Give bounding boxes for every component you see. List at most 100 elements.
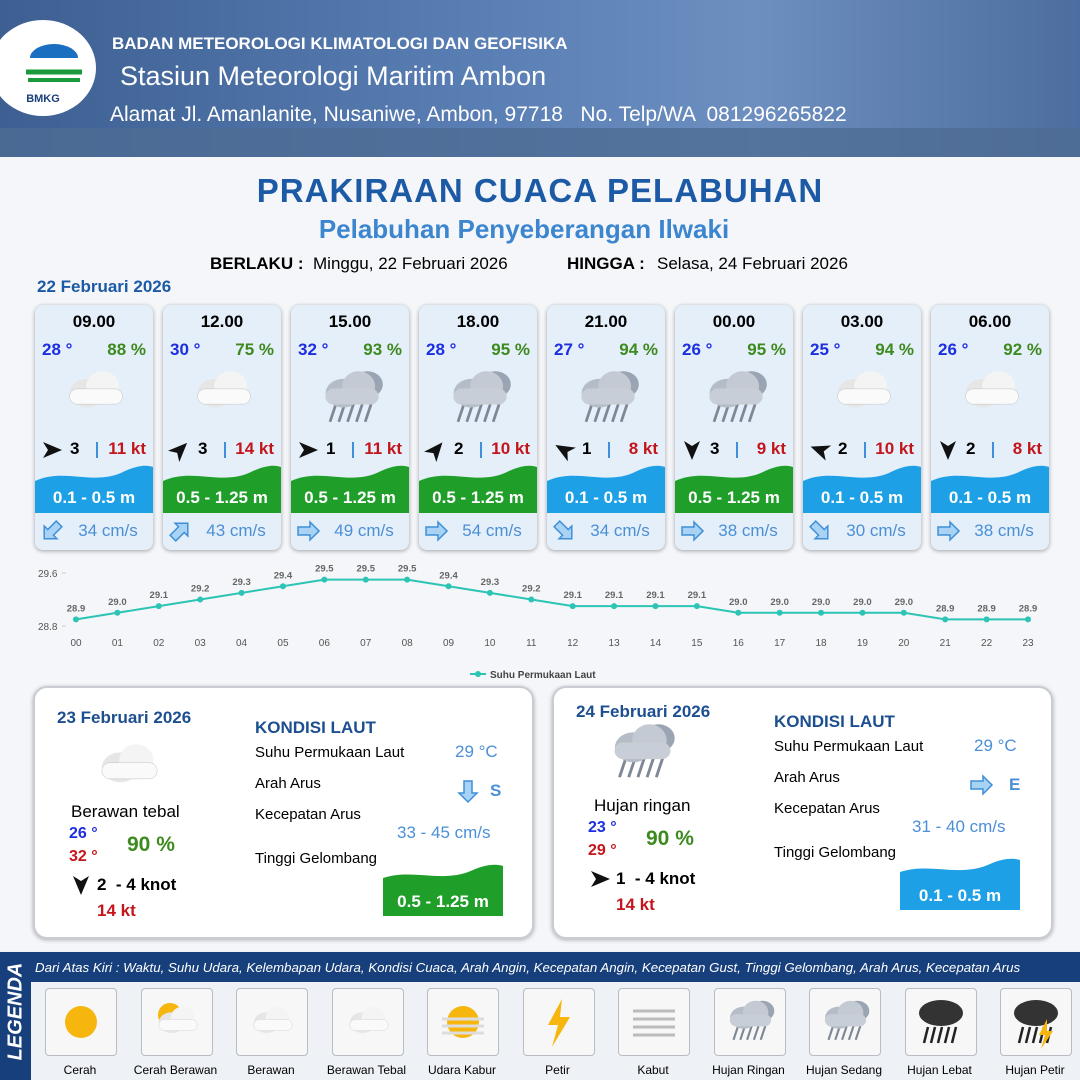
current-arrow: [43, 520, 63, 540]
legend-icon: [633, 1009, 675, 1037]
divider: [224, 442, 226, 458]
divider: [992, 442, 994, 458]
wind-arrow: [167, 442, 188, 462]
cloud-part: [837, 388, 891, 405]
wind-icon: [299, 442, 318, 458]
data-label: 29.0: [812, 597, 831, 608]
current-arrow: [970, 774, 994, 796]
legend-icon: [253, 1006, 293, 1033]
day-gust: 14 kt: [616, 895, 655, 914]
sea-label: Arah Arus: [774, 769, 840, 786]
legend-icon: [918, 1000, 963, 1044]
bolt: [547, 999, 570, 1047]
day-weather: Hujan ringan: [594, 796, 691, 815]
cloud-part: [349, 1019, 388, 1031]
data-label: 29.3: [481, 577, 500, 588]
humidity: 95 %: [747, 340, 786, 359]
x-tick-label: 03: [195, 638, 207, 649]
data-label: 29.0: [770, 597, 789, 608]
dark-cloud: [918, 1000, 963, 1026]
valid-to: Selasa, 24 Februari 2026: [657, 254, 848, 273]
cloud-icon: [101, 744, 158, 783]
humidity: 88 %: [107, 340, 146, 359]
rain-drop: [759, 1024, 767, 1041]
air-temp: 30 °: [170, 340, 201, 359]
current-speed: 38 cm/s: [974, 521, 1034, 540]
temp-max: 29 °: [588, 842, 617, 859]
current-speed: 38 cm/s: [718, 521, 778, 540]
wind-speed: 2: [454, 439, 464, 458]
rain-drop: [363, 401, 374, 423]
bolt: [1039, 1019, 1053, 1049]
cloud-icon: [197, 371, 251, 408]
air-temp: 32 °: [298, 340, 329, 359]
wave: [291, 465, 409, 513]
legend-item-label: Hujan Ringan: [712, 1063, 785, 1077]
legend-item-label: Kabut: [637, 1063, 669, 1077]
current-icon: [809, 520, 829, 540]
x-tick-label: 08: [402, 638, 414, 649]
air-temp: 27 °: [554, 340, 585, 359]
rain-drop: [847, 1024, 856, 1041]
air-temp: 26 °: [682, 340, 713, 359]
gust: 10 kt: [875, 439, 914, 458]
legend-item-label: Udara Kabur: [427, 1063, 497, 1077]
point: [1025, 616, 1031, 623]
point: [238, 589, 245, 596]
time: 15.00: [328, 312, 372, 331]
wind-speed: 3: [710, 439, 720, 458]
wave-height: 0.5 - 1.25 m: [432, 488, 524, 507]
weather-icon: [965, 371, 1019, 408]
agency: BADAN METEOROLOGI KLIMATOLOGI DAN GEOFIS…: [112, 34, 568, 53]
rain-drop: [619, 401, 630, 423]
rain-drop: [645, 756, 656, 778]
legend-icon-box: [809, 988, 881, 1056]
point: [197, 596, 204, 603]
x-tick-label: 16: [733, 638, 745, 649]
sea-title: KONDISI LAUT: [774, 712, 895, 731]
weather-icon: [709, 371, 767, 423]
sea-wave: [383, 864, 503, 916]
x-tick-label: 01: [112, 638, 124, 649]
cloud-part: [325, 388, 379, 405]
legend-item-label: Hujan Sedang: [805, 1063, 883, 1077]
point: [569, 603, 576, 610]
wave-height: 0.5 - 1.25 m: [176, 488, 268, 507]
wind-arrow: [684, 441, 700, 460]
current-speed: 30 cm/s: [846, 521, 906, 540]
data-label: 28.9: [977, 603, 996, 614]
wave-shape: [163, 465, 281, 513]
current-icon: [43, 520, 63, 540]
current-arrow: [169, 522, 189, 542]
data-label: 28.9: [1019, 603, 1038, 614]
day-weather-icon: [614, 724, 675, 778]
air-temp: 28 °: [426, 340, 457, 359]
point: [776, 609, 783, 616]
data-label: 28.9: [936, 603, 955, 614]
current-speed: 34 cm/s: [78, 521, 138, 540]
rain-drop: [1017, 1026, 1025, 1044]
sea-wave-height: 0.1 - 0.5 m: [918, 886, 1002, 905]
wave-height: 0.5 - 1.25 m: [304, 488, 396, 507]
forecast-card: 03.00 25 ° 94 % 2 10 kt 0.1 - 0.5 m 30 cm/s: [803, 305, 921, 550]
rain-drop: [483, 401, 493, 423]
wind-icon: [810, 445, 832, 461]
day-humidity: 90 %: [646, 827, 694, 850]
humidity: 93 %: [363, 340, 402, 359]
sea-current-dir: [457, 780, 479, 804]
y-tick-label: 28.8: [38, 622, 58, 633]
data-label: 29.5: [315, 564, 334, 575]
cloud-icon: [837, 371, 891, 408]
current-icon: [681, 520, 705, 542]
data-label: 29.1: [563, 590, 582, 601]
x-tick-label: 04: [236, 638, 248, 649]
x-tick-label: 13: [609, 638, 621, 649]
y-tick-label: 29.6: [38, 569, 58, 580]
logo-text: BMKG: [26, 93, 60, 105]
legend-item-label: Petir: [545, 1063, 570, 1077]
wind-icon: [424, 442, 443, 462]
wave: [383, 864, 503, 916]
cloud-part: [729, 1014, 771, 1027]
legend-item-label: Cerah Berawan: [133, 1063, 218, 1077]
divider: [480, 442, 482, 458]
